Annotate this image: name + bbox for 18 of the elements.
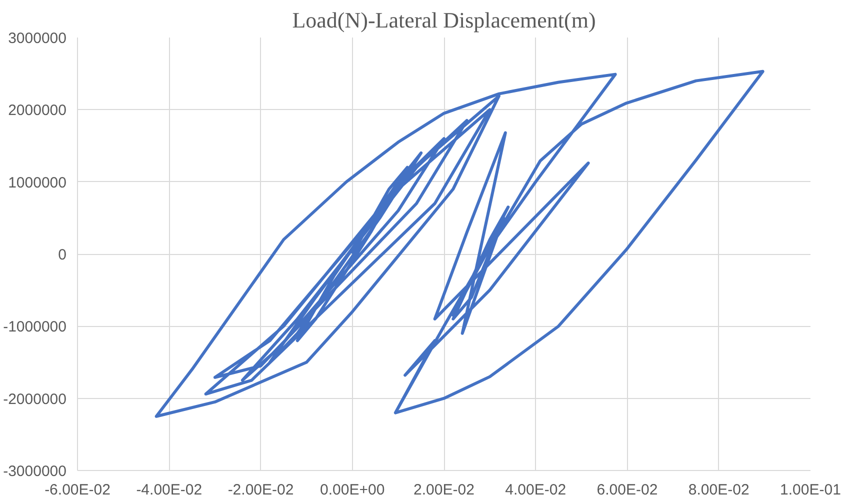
x-tick-label: 4.00E-02	[505, 482, 566, 498]
x-tick-label: 1.00E-01	[780, 482, 841, 498]
y-tick-label: 2000000	[8, 102, 67, 120]
y-tick-label: -1000000	[3, 318, 67, 336]
x-tick-label: 0.00E+00	[320, 482, 385, 498]
x-tick-label: 2.00E-02	[414, 482, 474, 498]
line-series	[154, 70, 764, 418]
y-tick-label: 3000000	[8, 30, 67, 47]
chart-title: Load(N)-Lateral Displacement(m)	[292, 8, 596, 32]
y-tick-label: 1000000	[8, 174, 67, 192]
x-tick-label: 8.00E-02	[688, 482, 750, 498]
x-tick-label: -4.00E-02	[136, 482, 202, 498]
x-tick-label: -2.00E-02	[228, 482, 294, 498]
x-tick-label: 6.00E-02	[596, 482, 658, 498]
y-tick-label: 0	[58, 246, 66, 264]
y-tick-label: -3000000	[3, 463, 67, 480]
x-tick-label: -6.00E-02	[44, 482, 110, 498]
y-tick-label: -2000000	[3, 390, 67, 408]
